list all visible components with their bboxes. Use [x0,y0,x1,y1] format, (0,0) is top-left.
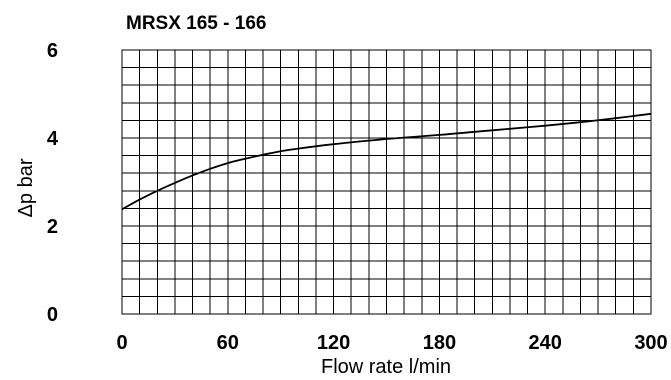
x-tick-label: 240 [529,332,562,354]
y-tick-label: 4 [47,128,59,150]
chart-title: MRSX 165 - 166 [126,13,266,34]
y-axis-ticks: 0 2 4 6 [47,40,59,326]
pressure-drop-curve [121,112,652,211]
y-tick-label: 0 [47,304,58,326]
x-tick-label: 180 [423,332,456,354]
series-layer [121,112,652,211]
x-axis-ticks: 0 60 120 180 240 300 [116,332,667,354]
x-tick-label: 120 [317,332,350,354]
plot-frame [121,49,652,315]
grid [122,50,651,314]
x-tick-label: 60 [217,332,239,354]
y-tick-label: 6 [47,40,58,62]
x-tick-label: 300 [634,332,667,354]
y-tick-label: 2 [47,216,58,238]
x-axis-label: Flow rate l/min [321,356,451,378]
x-tick-label: 0 [116,332,127,354]
y-axis-label: Δp bar [15,158,37,217]
